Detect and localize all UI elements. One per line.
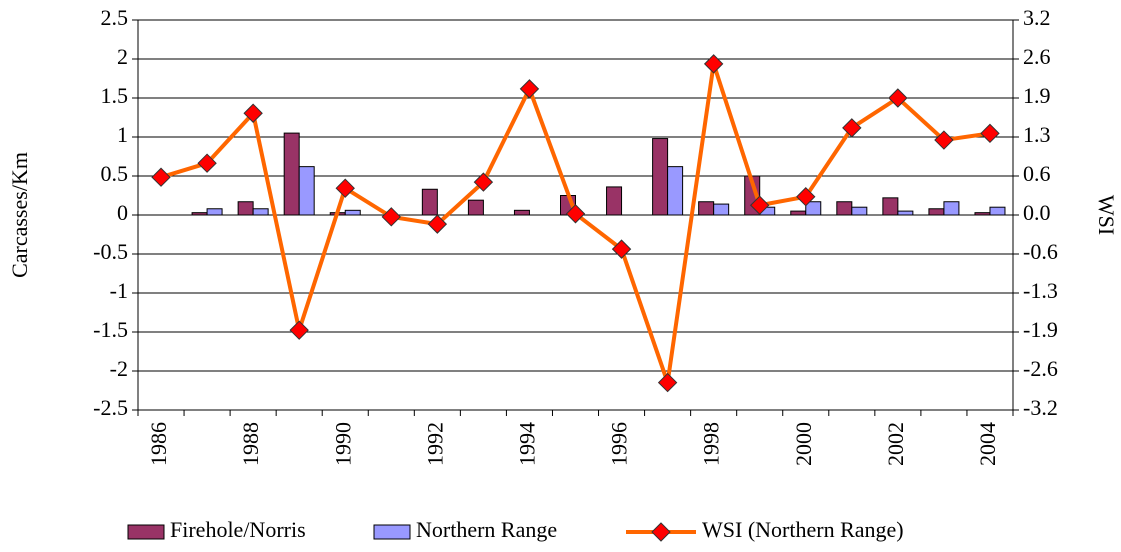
y-tick-label: -1 xyxy=(110,278,128,303)
bar xyxy=(851,206,868,216)
marker xyxy=(888,88,908,108)
x-tick-label: 1996 xyxy=(607,422,632,466)
marker xyxy=(750,195,770,215)
y2-axis-label: WSI xyxy=(1094,195,1119,235)
marker xyxy=(335,178,355,198)
legend-swatch xyxy=(373,524,411,540)
marker xyxy=(381,207,401,227)
bar xyxy=(606,186,623,216)
marker xyxy=(565,204,586,224)
bar xyxy=(237,201,254,216)
x-tick-label: 1988 xyxy=(238,422,263,466)
y2-tick-label: 1.3 xyxy=(1023,122,1051,147)
y2-tick-label: 1.9 xyxy=(1023,83,1051,108)
bar xyxy=(421,188,438,216)
marker xyxy=(934,130,954,150)
y-tick-label: 1.5 xyxy=(101,83,129,108)
marker xyxy=(243,103,263,123)
y-tick-label: -0.5 xyxy=(93,239,128,264)
y2-tick-label: 0.6 xyxy=(1023,161,1051,186)
bar xyxy=(652,138,669,216)
marker xyxy=(657,372,678,393)
bar xyxy=(298,166,315,216)
legend-label: WSI (Northern Range) xyxy=(702,517,904,542)
bar xyxy=(713,203,730,216)
bar xyxy=(805,201,822,216)
x-tick-label: 1994 xyxy=(514,422,539,466)
x-tick-label: 1992 xyxy=(422,422,447,466)
y-tick-label: 1 xyxy=(117,122,128,147)
bar xyxy=(467,199,484,216)
bar xyxy=(698,201,715,216)
bar xyxy=(882,197,899,216)
marker xyxy=(151,167,171,187)
y2-tick-label: -2.6 xyxy=(1023,356,1058,381)
bar xyxy=(974,212,991,216)
bar xyxy=(513,209,530,216)
y-tick-label: 2.5 xyxy=(101,5,129,30)
bar xyxy=(283,132,300,216)
y2-tick-label: -1.3 xyxy=(1023,278,1058,303)
x-tick-label: 1990 xyxy=(330,422,355,466)
y2-tick-label: -3.2 xyxy=(1023,395,1058,420)
y-axis-label: Carcasses/Km xyxy=(7,152,32,278)
marker xyxy=(519,79,540,99)
bar xyxy=(344,209,361,216)
marker xyxy=(842,118,862,138)
bar xyxy=(191,212,208,216)
marker xyxy=(980,123,1000,144)
bar xyxy=(790,210,807,216)
y-tick-label: 0 xyxy=(117,200,128,225)
x-tick-label: 1998 xyxy=(699,422,724,466)
marker xyxy=(473,172,494,192)
y-tick-label: 2 xyxy=(117,44,128,69)
x-tick-label: 2002 xyxy=(883,422,908,466)
bar xyxy=(928,208,945,216)
marker xyxy=(197,153,217,173)
legend-label: Firehole/Norris xyxy=(170,517,306,542)
x-tick-label: 2004 xyxy=(975,422,1000,466)
legend-swatch xyxy=(127,524,165,540)
marker xyxy=(427,214,448,234)
y2-tick-label: -1.9 xyxy=(1023,317,1058,342)
bar xyxy=(897,210,914,216)
bar xyxy=(206,208,223,216)
marker xyxy=(703,54,724,74)
x-tick-label: 1986 xyxy=(146,422,171,466)
y-tick-label: -2 xyxy=(110,356,128,381)
y2-tick-label: 0.0 xyxy=(1023,200,1051,225)
y-tick-label: -2.5 xyxy=(93,395,128,420)
legend-label: Northern Range xyxy=(416,517,557,542)
bar xyxy=(252,208,269,216)
bar xyxy=(667,166,684,216)
y-tick-label: -1.5 xyxy=(93,317,128,342)
marker xyxy=(796,187,816,207)
y2-tick-label: -0.6 xyxy=(1023,239,1058,264)
y2-tick-label: 2.6 xyxy=(1023,44,1051,69)
marker xyxy=(289,320,309,340)
legend-swatch xyxy=(651,522,671,542)
y-tick-label: 0.5 xyxy=(101,161,129,186)
x-tick-label: 2000 xyxy=(791,422,816,466)
y2-tick-label: 3.2 xyxy=(1023,5,1051,30)
marker xyxy=(611,239,632,259)
bar xyxy=(989,206,1006,216)
bar xyxy=(836,201,853,216)
bar xyxy=(943,201,960,216)
